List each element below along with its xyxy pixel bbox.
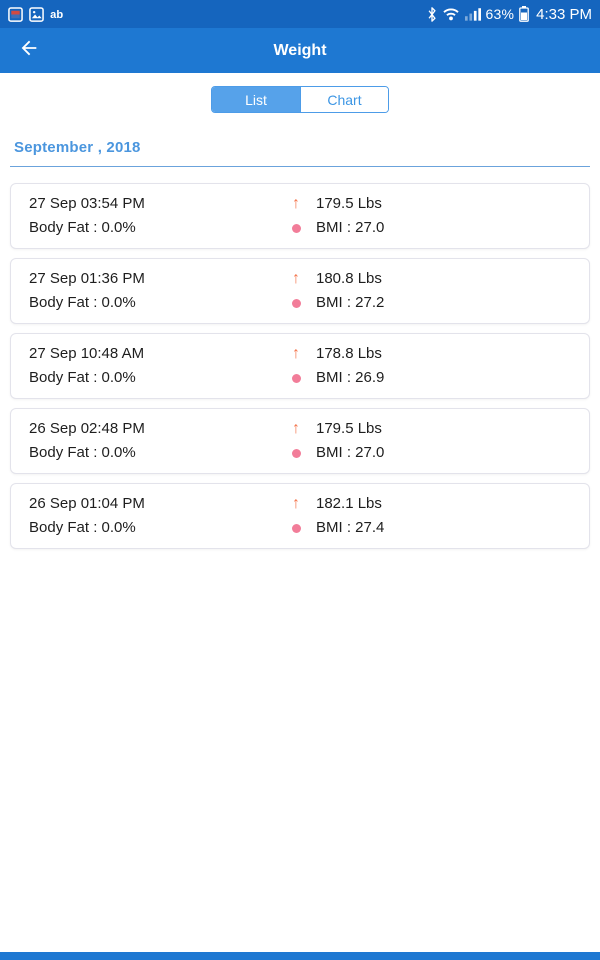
tab-chart[interactable]: Chart — [300, 87, 388, 112]
image-icon — [29, 6, 44, 22]
month-header: September , 2018 — [14, 139, 141, 156]
battery-percent-text: 63% — [485, 6, 515, 22]
entry-bmi: BMI : 27.0 — [316, 444, 385, 461]
svg-text:ab: ab — [50, 9, 63, 21]
up-arrow-icon: ↑ — [292, 345, 300, 362]
entry-datetime: 26 Sep 01:04 PM — [29, 495, 145, 512]
entry-datetime: 26 Sep 02:48 PM — [29, 420, 145, 437]
up-arrow-icon: ↑ — [292, 195, 300, 212]
entry-weight: 179.5 Lbs — [316, 195, 382, 212]
bmi-dot-icon — [291, 373, 301, 383]
weight-entry-card[interactable]: 27 Sep 03:54 PM ↑ 179.5 Lbs Body Fat : 0… — [10, 183, 590, 249]
entry-bottom-row: Body Fat : 0.0% BMI : 27.0 — [29, 441, 571, 465]
entry-top-row: 27 Sep 01:36 PM ↑ 180.8 Lbs — [29, 267, 571, 291]
bmi-dot-icon — [291, 523, 301, 533]
status-bar: ab 63% 4:33 PM — [0, 0, 600, 28]
bmi-dot-icon — [291, 298, 301, 308]
app-notification-icon: ab — [50, 8, 67, 21]
entry-top-row: 27 Sep 03:54 PM ↑ 179.5 Lbs — [29, 192, 571, 216]
back-arrow-icon — [18, 37, 40, 64]
weight-entry-card[interactable]: 26 Sep 02:48 PM ↑ 179.5 Lbs Body Fat : 0… — [10, 408, 590, 474]
status-bar-right: 63% 4:33 PM — [427, 5, 592, 23]
page-title: Weight — [273, 41, 327, 59]
entry-weight: 180.8 Lbs — [316, 270, 382, 287]
entry-bottom-row: Body Fat : 0.0% BMI : 27.4 — [29, 516, 571, 540]
entry-bmi: BMI : 27.4 — [316, 519, 385, 536]
entry-datetime: 27 Sep 10:48 AM — [29, 345, 145, 362]
entry-bottom-row: Body Fat : 0.0% BMI : 27.0 — [29, 216, 571, 240]
battery-icon — [519, 6, 529, 22]
entry-bmi: BMI : 26.9 — [316, 369, 385, 386]
entry-weight: 179.5 Lbs — [316, 420, 382, 437]
entry-bodyfat: Body Fat : 0.0% — [29, 219, 136, 236]
entry-bodyfat: Body Fat : 0.0% — [29, 444, 136, 461]
view-toggle: List Chart — [0, 86, 600, 113]
entry-bmi: BMI : 27.2 — [316, 294, 385, 311]
entry-bottom-row: Body Fat : 0.0% BMI : 27.2 — [29, 291, 571, 315]
entry-bodyfat: Body Fat : 0.0% — [29, 519, 136, 536]
entry-weight: 178.8 Lbs — [316, 345, 382, 362]
up-arrow-icon: ↑ — [292, 270, 300, 287]
bluetooth-icon — [427, 6, 437, 22]
weight-entry-list: 27 Sep 03:54 PM ↑ 179.5 Lbs Body Fat : 0… — [10, 183, 590, 549]
entry-top-row: 26 Sep 01:04 PM ↑ 182.1 Lbs — [29, 492, 571, 516]
weight-entry-card[interactable]: 27 Sep 10:48 AM ↑ 178.8 Lbs Body Fat : 0… — [10, 333, 590, 399]
weight-entry-card[interactable]: 26 Sep 01:04 PM ↑ 182.1 Lbs Body Fat : 0… — [10, 483, 590, 549]
entry-datetime: 27 Sep 01:36 PM — [29, 270, 145, 287]
signal-icon — [464, 7, 481, 21]
app-bar: Weight — [0, 28, 600, 73]
entry-weight: 182.1 Lbs — [316, 495, 382, 512]
back-button[interactable] — [14, 36, 44, 66]
entry-datetime: 27 Sep 03:54 PM — [29, 195, 145, 212]
entry-top-row: 27 Sep 10:48 AM ↑ 178.8 Lbs — [29, 342, 571, 366]
month-divider — [10, 166, 590, 167]
weight-entry-card[interactable]: 27 Sep 01:36 PM ↑ 180.8 Lbs Body Fat : 0… — [10, 258, 590, 324]
tab-list[interactable]: List — [212, 87, 300, 112]
status-bar-left: ab — [8, 6, 67, 22]
bmi-dot-icon — [291, 448, 301, 458]
entry-top-row: 26 Sep 02:48 PM ↑ 179.5 Lbs — [29, 417, 571, 441]
entry-bmi: BMI : 27.0 — [316, 219, 385, 236]
screenshot-icon — [8, 6, 23, 22]
entry-bottom-row: Body Fat : 0.0% BMI : 26.9 — [29, 366, 571, 390]
entry-bodyfat: Body Fat : 0.0% — [29, 369, 136, 386]
up-arrow-icon: ↑ — [292, 495, 300, 512]
bmi-dot-icon — [291, 223, 301, 233]
up-arrow-icon: ↑ — [292, 420, 300, 437]
clock-text: 4:33 PM — [536, 5, 592, 23]
bottom-nav-strip — [0, 952, 600, 960]
wifi-icon — [442, 7, 460, 21]
entry-bodyfat: Body Fat : 0.0% — [29, 294, 136, 311]
